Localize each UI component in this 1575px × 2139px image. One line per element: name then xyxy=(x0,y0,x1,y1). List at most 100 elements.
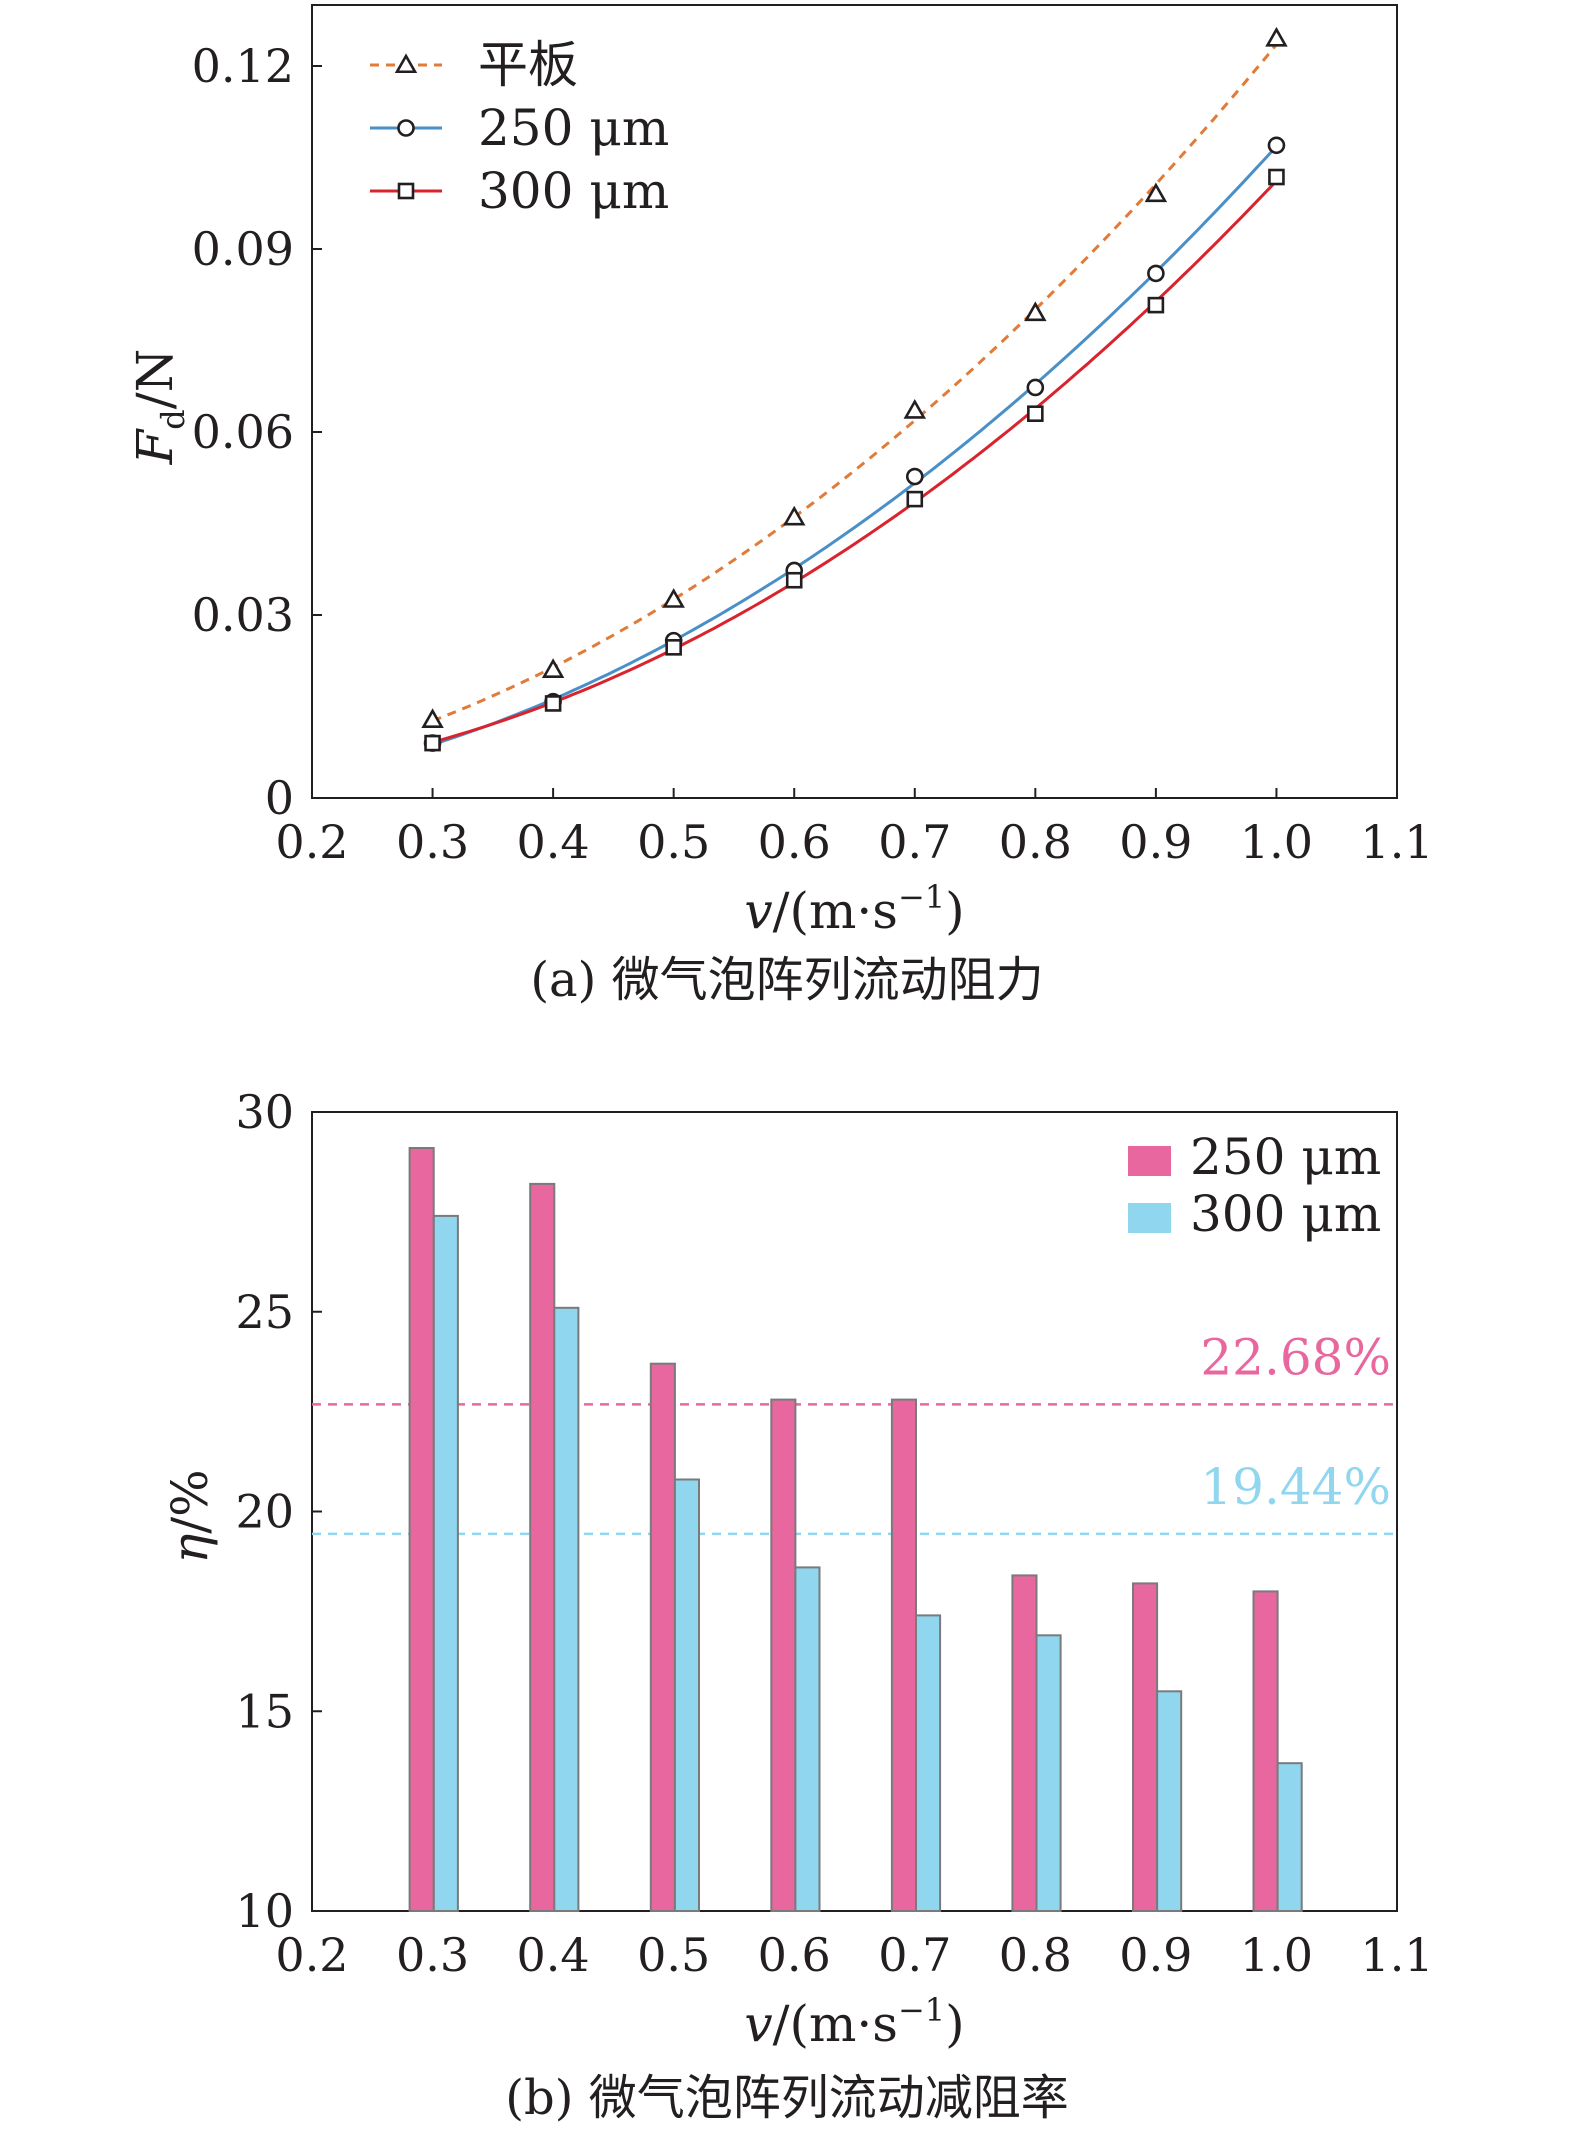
legend-marker-1 xyxy=(397,119,415,137)
bar-1 xyxy=(1276,1762,1303,1912)
bar-1 xyxy=(432,1214,459,1912)
x-tick-label: 0.3 xyxy=(396,1928,469,1982)
x-tick-label: 0.4 xyxy=(517,1928,590,1982)
y-axis-label-unit: /N xyxy=(126,349,184,410)
series-line-1 xyxy=(432,145,1278,746)
legend-label-0: 平板 xyxy=(478,36,578,94)
x-tick-label: 0.3 xyxy=(396,815,469,869)
x-tick-label: 0.8 xyxy=(999,815,1072,869)
legend-swatch-1 xyxy=(1128,1203,1171,1233)
bar-0 xyxy=(649,1362,676,1912)
y-tick-label: 20 xyxy=(235,1485,294,1539)
x-axis-label-var: v xyxy=(744,1995,772,2053)
y-axis-label-sub: d xyxy=(154,409,192,429)
legend-marker-2 xyxy=(397,182,415,200)
data-point xyxy=(541,658,565,678)
legend-label-1: 300 μm xyxy=(1190,1185,1381,1243)
data-point xyxy=(544,695,562,712)
data-point xyxy=(1144,182,1168,203)
chart-a: 0.2 0.3 0.4 0.5 0.6 0.7 0.8 0.9 1.0 1.1 0 0.03 0.06 0… xyxy=(126,4,1434,1008)
y-tick-label: 0 xyxy=(265,771,294,825)
y-tick-label: 0.06 xyxy=(192,405,294,459)
caption-a: (a) 微气泡阵列流动阻力 xyxy=(530,952,1043,1008)
bar-1 xyxy=(673,1478,701,1912)
bar-1 xyxy=(1156,1690,1183,1913)
y-tick-label: 0.09 xyxy=(192,222,294,276)
reference-label-1: 19.44% xyxy=(1200,1458,1391,1516)
data-point xyxy=(1026,378,1045,397)
y-tick-label: 25 xyxy=(235,1285,294,1339)
x-axis-label-unit: /(m·s xyxy=(773,882,898,940)
data-point xyxy=(782,505,806,526)
data-point xyxy=(903,399,927,419)
x-tick-label: 0.7 xyxy=(878,1928,951,1982)
data-point xyxy=(1265,26,1288,47)
y-tick-label: 0.12 xyxy=(192,39,294,93)
bar-0 xyxy=(529,1182,556,1912)
y-axis-label-unit: /% xyxy=(161,1469,219,1533)
x-tick-label: 0.2 xyxy=(275,815,348,869)
data-point xyxy=(1268,168,1285,186)
data-point xyxy=(1027,405,1044,423)
x-tick-label: 0.5 xyxy=(637,815,710,869)
bar-1 xyxy=(1035,1634,1062,1913)
series-line-2 xyxy=(432,179,1278,744)
x-axis-label: v/(m·s−1) xyxy=(744,878,964,940)
legend-label-1: 250 μm xyxy=(478,99,669,157)
legend-label-2: 300 μm xyxy=(478,162,669,220)
data-point xyxy=(1024,301,1047,322)
bar-1 xyxy=(553,1306,580,1913)
data-point xyxy=(1147,296,1165,314)
data-point xyxy=(905,467,924,486)
legend-label-0: 250 μm xyxy=(1190,1128,1381,1186)
x-axis-label-var: v xyxy=(744,882,772,940)
caption-b: (b) 微气泡阵列流动减阻率 xyxy=(505,2070,1068,2126)
bar-1 xyxy=(794,1566,821,1913)
y-tick-label: 30 xyxy=(235,1085,294,1139)
x-tick-label: 0.2 xyxy=(275,1928,348,1982)
x-axis-label-unit: /(m·s xyxy=(773,1995,898,2053)
reference-label-0: 22.68% xyxy=(1200,1328,1391,1386)
x-axis-label: v/(m·s−1) xyxy=(744,1991,964,2053)
x-tick-label: 0.9 xyxy=(1119,815,1192,869)
data-point xyxy=(906,490,924,508)
x-tick-label: 1.1 xyxy=(1360,815,1433,869)
y-tick-label: 15 xyxy=(235,1684,294,1738)
bar-0 xyxy=(1252,1590,1279,1913)
data-point xyxy=(424,734,441,752)
bar-0 xyxy=(408,1147,435,1912)
plot-frame xyxy=(311,4,1398,799)
bar-0 xyxy=(1132,1582,1159,1913)
data-point xyxy=(662,588,685,608)
x-axis-label-sup: −1 xyxy=(898,878,945,916)
data-point xyxy=(1147,264,1165,283)
x-axis-label-close: ) xyxy=(945,1995,965,2053)
x-tick-label: 0.6 xyxy=(758,815,831,869)
x-tick-label: 0.8 xyxy=(999,1928,1072,1982)
x-tick-label: 0.4 xyxy=(517,815,590,869)
y-axis-label-var: F xyxy=(126,427,184,465)
x-axis-label-close: ) xyxy=(945,882,965,940)
data-point xyxy=(421,708,444,728)
legend-marker-0 xyxy=(394,53,418,74)
x-tick-label: 1.0 xyxy=(1240,1928,1313,1982)
data-point xyxy=(1267,136,1286,155)
x-tick-label: 0.5 xyxy=(637,1928,710,1982)
bar-0 xyxy=(1011,1574,1038,1913)
data-point xyxy=(665,639,682,656)
y-tick-label: 10 xyxy=(235,1884,294,1938)
bar-1 xyxy=(915,1614,942,1913)
y-tick-label: 0.03 xyxy=(192,588,294,642)
y-axis-label: Fd/N xyxy=(126,349,192,466)
legend-swatch-0 xyxy=(1128,1146,1171,1176)
x-tick-label: 0.9 xyxy=(1119,1928,1192,1982)
x-tick-label: 1.1 xyxy=(1360,1928,1433,1982)
bar-0 xyxy=(890,1398,918,1912)
chart-b: 0.2 0.3 0.4 0.5 0.6 0.7 0.8 0.9 1.0 1.1 10 15 20 25 30… xyxy=(161,1085,1434,2126)
bar-0 xyxy=(770,1398,797,1912)
x-tick-label: 1.0 xyxy=(1240,815,1313,869)
x-tick-label: 0.7 xyxy=(878,815,951,869)
data-point xyxy=(785,571,803,589)
y-axis-label-var: η xyxy=(161,1534,219,1564)
